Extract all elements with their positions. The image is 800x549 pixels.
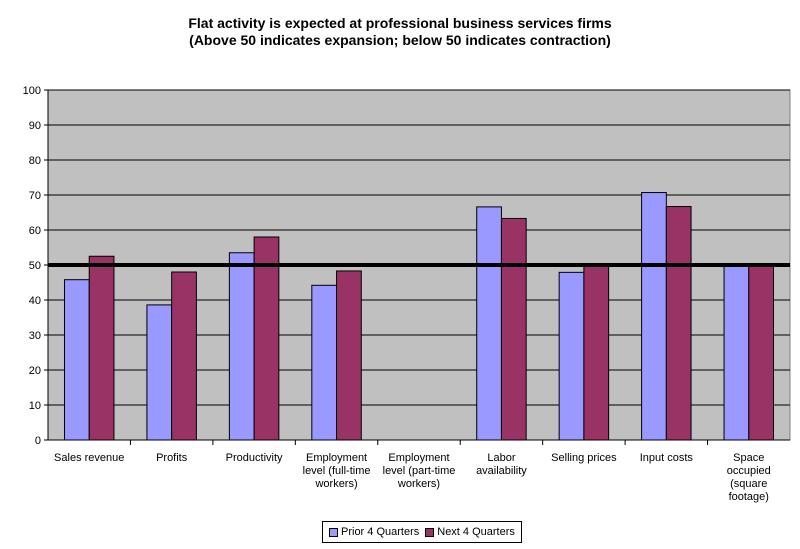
y-tick-label: 0 bbox=[35, 435, 41, 447]
y-tick-label: 50 bbox=[29, 260, 41, 272]
y-tick-label: 100 bbox=[23, 85, 41, 97]
bar-prior bbox=[723, 264, 750, 441]
bar-prior bbox=[146, 304, 173, 441]
y-tick-label: 90 bbox=[29, 120, 41, 132]
bar-prior bbox=[476, 206, 502, 441]
y-tick-label: 70 bbox=[29, 190, 41, 202]
x-tick-label: Employment level (full-time workers) bbox=[303, 452, 371, 490]
x-tick-label: Input costs bbox=[640, 452, 694, 464]
chart-title-block: Flat activity is expected at professiona… bbox=[0, 15, 800, 49]
bar-next bbox=[253, 236, 280, 441]
legend-item-next: Next 4 Quarters bbox=[425, 526, 515, 538]
bar-prior bbox=[228, 252, 255, 441]
y-tick-label: 40 bbox=[29, 295, 41, 307]
chart-subtitle: (Above 50 indicates expansion; below 50 … bbox=[189, 32, 611, 48]
x-tick-label: Labor availability bbox=[476, 452, 527, 477]
bar-next bbox=[665, 206, 692, 441]
legend-swatch-next bbox=[425, 527, 435, 537]
y-tick-label: 60 bbox=[29, 225, 41, 237]
y-tick-label: 80 bbox=[29, 155, 41, 167]
bar-prior bbox=[641, 192, 667, 441]
bar-prior bbox=[558, 271, 585, 441]
chart-title: Flat activity is expected at professiona… bbox=[188, 15, 612, 31]
x-tick-label: Selling prices bbox=[551, 452, 617, 464]
x-tick-label: Productivity bbox=[226, 452, 283, 464]
bar-next bbox=[583, 264, 610, 441]
legend-label-next: Next 4 Quarters bbox=[437, 526, 515, 538]
x-tick-label: Employment level (part-time workers) bbox=[383, 452, 456, 490]
bar-next bbox=[88, 255, 115, 441]
bar-next bbox=[336, 270, 362, 441]
bar-prior bbox=[311, 284, 338, 441]
bar-next bbox=[748, 264, 775, 441]
legend: Prior 4 Quarters Next 4 Quarters bbox=[322, 521, 522, 543]
legend-item-prior: Prior 4 Quarters bbox=[329, 526, 419, 538]
bar-next bbox=[500, 217, 527, 441]
y-tick-label: 10 bbox=[29, 400, 41, 412]
legend-swatch-prior bbox=[329, 527, 338, 537]
legend-label-prior: Prior 4 Quarters bbox=[341, 526, 420, 538]
y-tick-label: 30 bbox=[29, 330, 41, 342]
x-tick-label: Profits bbox=[156, 452, 188, 464]
bar-prior bbox=[63, 279, 90, 441]
x-tick-label: Space occupied (square footage) bbox=[727, 452, 771, 503]
x-tick-label: Sales revenue bbox=[54, 452, 124, 464]
bar-next bbox=[171, 271, 197, 441]
y-tick-label: 20 bbox=[29, 365, 41, 377]
